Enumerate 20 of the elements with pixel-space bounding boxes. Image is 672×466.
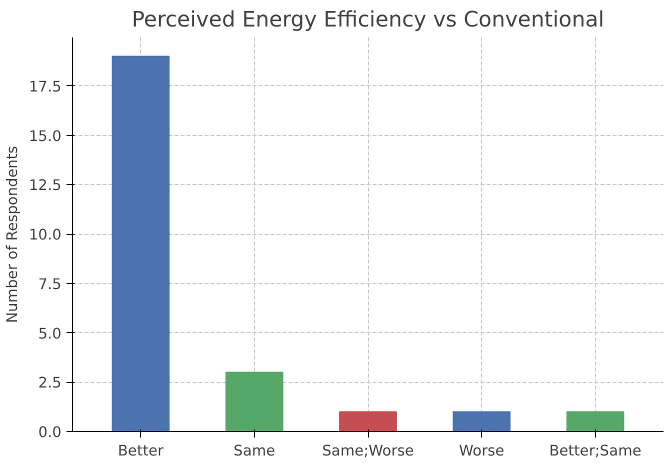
y-tick-label: 12.5 [28, 177, 62, 194]
y-tick-label: 15.0 [28, 128, 62, 145]
x-tick-label: Better [118, 442, 164, 460]
x-tick-label: Worse [459, 442, 504, 460]
y-tick-label: 7.5 [38, 276, 62, 293]
chart-title: Perceived Energy Efficiency vs Conventional [132, 8, 604, 32]
x-tick-label: Same [234, 442, 276, 460]
bar [112, 56, 170, 432]
bar [452, 411, 511, 432]
y-tick-label: 17.5 [28, 78, 62, 96]
bar [339, 411, 397, 432]
x-tick-label: Same;Worse [322, 442, 414, 460]
y-tick-label: 10.0 [28, 226, 62, 244]
y-tick-label: 0.0 [38, 424, 62, 441]
y-tick-label: 5.0 [38, 325, 62, 342]
bar [225, 372, 284, 432]
bar [566, 411, 624, 432]
x-tick-label: Better;Same [549, 442, 642, 460]
y-tick-label: 2.5 [38, 374, 62, 392]
y-axis-title: Number of Respondents [4, 146, 21, 324]
